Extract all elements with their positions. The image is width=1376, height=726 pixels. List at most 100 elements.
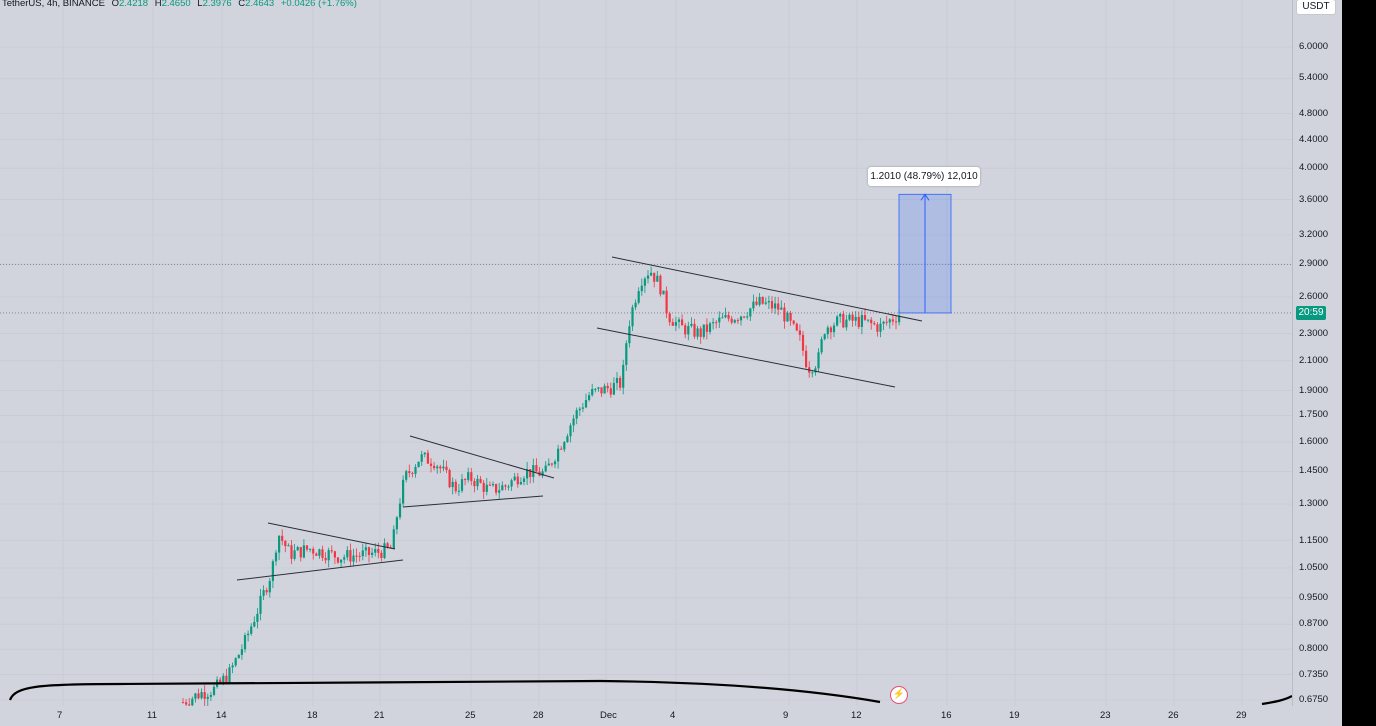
candle-body: [340, 559, 343, 563]
candle-body: [219, 679, 222, 683]
candle-body: [625, 343, 628, 365]
candle-body: [584, 400, 588, 408]
currency-button[interactable]: USDT: [1297, 0, 1335, 14]
price-tick-label: 4.4000: [1299, 133, 1329, 145]
candle-body: [876, 324, 879, 332]
candle-body: [581, 407, 584, 409]
candle-body: [299, 547, 302, 558]
candle-body: [560, 448, 563, 450]
candle-body: [826, 327, 829, 335]
candle-body: [873, 323, 876, 325]
symbol-name[interactable]: TetherUS, 4h, BINANCE: [2, 0, 105, 9]
candle-body: [222, 675, 225, 683]
price-tick-label: 1.3000: [1299, 498, 1329, 510]
candle-body: [622, 364, 625, 388]
candle-body: [433, 465, 436, 469]
price-tick-label: 1.4500: [1299, 465, 1329, 477]
trend-line: [236, 559, 404, 581]
candle-body: [783, 307, 786, 322]
candle-body: [457, 490, 460, 492]
bottom-curve-drawing-right: [1261, 695, 1292, 706]
time-axis[interactable]: 7 11 14 18 21 25 28 Dec 4 9 12 16 19 23 26 29: [0, 706, 1292, 726]
candle-body: [423, 452, 426, 455]
low-value: 2.3976: [202, 0, 232, 9]
candle-body: [764, 302, 767, 304]
candle-body: [290, 545, 293, 559]
candle-body: [355, 555, 358, 557]
candle-body: [287, 545, 290, 547]
candle-body: [250, 626, 253, 634]
candle-body: [724, 314, 727, 318]
candle-body: [212, 686, 216, 695]
candle-body: [578, 408, 581, 411]
candle-body: [801, 334, 805, 351]
price-chart[interactable]: [0, 0, 1292, 706]
candle-body: [817, 352, 820, 369]
candle-body: [888, 319, 891, 323]
candle-body: [665, 290, 668, 314]
candle-body: [860, 315, 863, 327]
candle-body: [386, 543, 389, 548]
time-tick-label: 9: [783, 710, 789, 721]
price-tick-label: 1.6000: [1299, 436, 1329, 448]
price-axis[interactable]: 6.0000 5.4000 4.8000 4.4000 4.0000 3.6000 3.20…: [1292, 0, 1343, 706]
open-value: 2.4218: [119, 0, 149, 9]
candle-body: [557, 448, 560, 462]
price-tick-label: 2.6000: [1299, 290, 1329, 302]
candle-body: [718, 317, 721, 323]
candle-body: [185, 702, 188, 705]
price-tick-label: 2.9000: [1299, 258, 1329, 270]
candle-body: [863, 315, 867, 320]
lightning-icon[interactable]: ⚡: [890, 686, 908, 704]
candle-body: [708, 323, 712, 332]
candle-body: [274, 552, 278, 562]
price-tick-label: 6.0000: [1299, 41, 1329, 52]
candle-body: [358, 555, 361, 557]
candle-body: [566, 436, 569, 443]
candle-body: [324, 557, 327, 561]
candle-body: [696, 328, 699, 337]
candle-body: [504, 485, 507, 487]
candle-body: [234, 658, 237, 666]
candle-body: [529, 469, 532, 478]
candle-body: [240, 649, 243, 655]
close-value: 2.4643: [245, 0, 275, 9]
candle-body: [349, 550, 352, 562]
candle-body: [739, 316, 743, 321]
candle-body: [392, 529, 395, 549]
candle-body: [460, 479, 464, 491]
price-tick-label: 3.2000: [1299, 228, 1329, 240]
candle-body: [228, 667, 231, 683]
candle-body: [730, 318, 733, 323]
candle-body: [615, 377, 619, 384]
candle-body: [485, 484, 488, 492]
candle-body: [315, 553, 318, 556]
candle-body: [702, 324, 705, 337]
candle-body: [330, 550, 333, 552]
candle-body: [572, 418, 575, 426]
candle-body: [805, 350, 808, 368]
time-tick-label: 23: [1100, 710, 1111, 721]
time-tick-label: 11: [147, 710, 157, 721]
candle-body: [814, 368, 817, 373]
candle-body: [417, 461, 420, 468]
candle-body: [845, 319, 848, 328]
price-tick-label: 1.7500: [1299, 409, 1329, 421]
candle-body: [439, 466, 442, 469]
candle-body: [333, 551, 336, 558]
candle-body: [563, 442, 566, 450]
symbol-header: TetherUS, 4h, BINANCE O2.4218 H2.4650 L2…: [2, 0, 357, 9]
candle-body: [811, 372, 814, 374]
candle-body: [448, 470, 451, 488]
candle-body: [597, 387, 600, 389]
price-tick-label: 0.6750: [1299, 694, 1329, 705]
candle-body: [312, 548, 315, 554]
time-tick-label: 7: [57, 710, 63, 721]
candle-body: [237, 654, 240, 659]
candle-body: [265, 590, 268, 593]
candle-body: [194, 693, 197, 699]
price-tick-label: 3.6000: [1299, 193, 1329, 205]
candle-body: [206, 696, 209, 699]
high-value: 2.4650: [161, 0, 191, 9]
candle-body: [302, 545, 305, 558]
